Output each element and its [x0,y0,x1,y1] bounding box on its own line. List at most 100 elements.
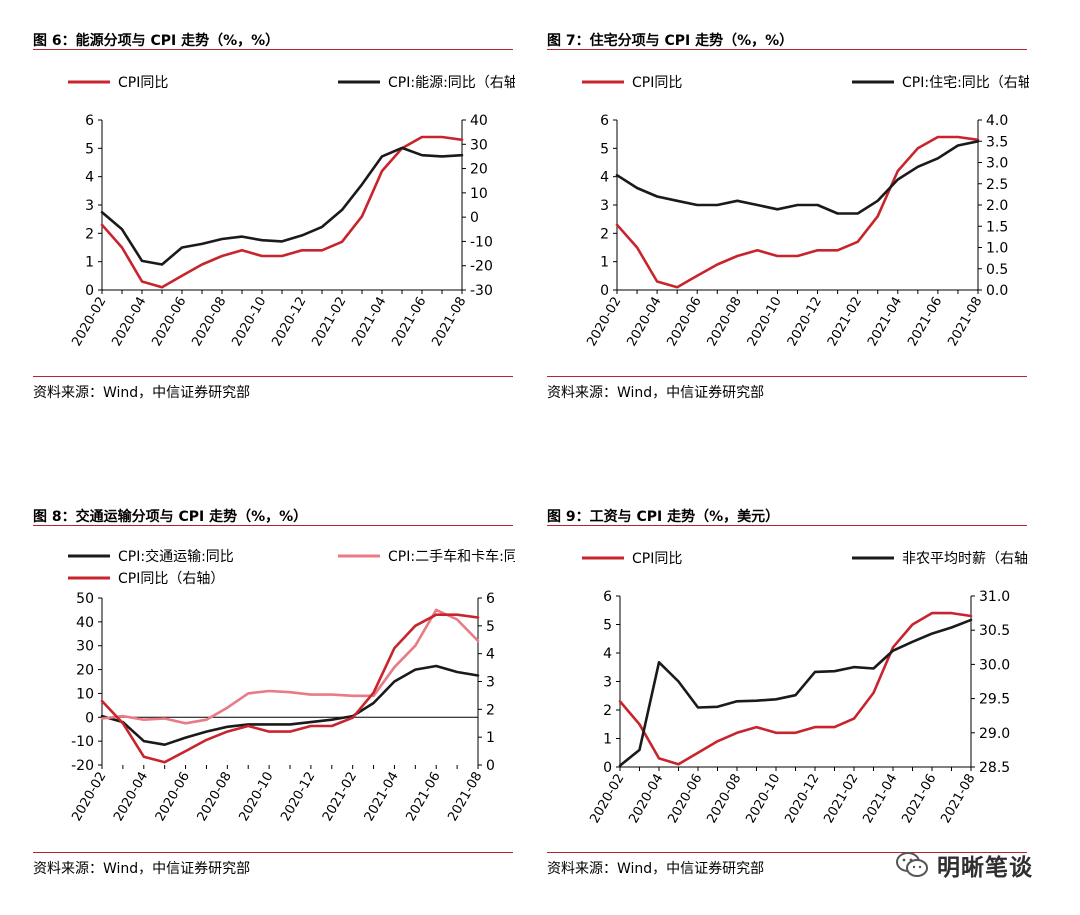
chart-energy: CPI同比 CPI:能源:同比（右轴） 0 1 2 3 4 5 6 -30 -20 -10 0 10 20 3… [68,75,515,350]
source-rule [547,852,1027,853]
y-left-tick-label: 40 [76,615,94,631]
y-right-tick-label: 0 [486,758,495,774]
y-right-tick-label: 1 [486,730,495,746]
source-rule [33,852,513,853]
series-line [100,608,480,725]
series-line [615,135,980,289]
legend-label: CPI:交通运输:同比 [118,548,234,565]
x-tick-label: 2020-06 [665,295,705,350]
title-rule [33,49,513,50]
y-left-tick-label: 4 [603,646,612,662]
x-tick-label: 2020-04 [111,770,151,825]
x-tick-label: 2021-08 [938,772,978,827]
y-left-tick-label: 1 [600,255,609,271]
series-line [618,611,973,766]
x-tick-label: 2020-06 [149,295,189,350]
x-tick-label: 2021-02 [825,295,865,350]
x-tick-label: 2020-06 [153,770,193,825]
y-left-tick-label: 4 [85,170,94,186]
legend-label: CPI同比 [632,75,682,91]
x-tick-label: 2021-06 [899,772,939,827]
y-right-tick-label: 30 [470,137,488,153]
x-tick-label: 2020-04 [624,295,664,350]
y-left-tick-label: 2 [600,226,609,242]
chart-transport: CPI:交通运输:同比 CPI:二手车和卡车:同比 CPI同比（右轴） -20 -10 0… [68,548,515,825]
y-right-tick-label: 0.0 [986,283,1008,299]
y-right-tick-label: 31.0 [979,589,1010,605]
y-right-tick-label: 5 [486,619,495,635]
chart-title: 图 6：能源分项与 CPI 走势（%，%） [33,33,280,49]
y-right-tick-label: 3 [486,675,495,691]
y-right-tick-label: 0 [470,210,479,226]
series-line [618,618,973,767]
y-left-tick-label: 1 [603,732,612,748]
x-tick-label: 2021-02 [309,295,349,350]
y-right-tick-label: -10 [470,234,493,250]
y-left-tick-label: 1 [85,255,94,271]
y-right-tick-label: 6 [486,591,495,607]
legend-label: CPI同比 [118,75,168,91]
x-tick-label: 2020-12 [278,770,318,825]
y-left-tick-label: 4 [600,170,609,186]
watermark-text: 明晰笔谈 [937,855,1033,881]
x-tick-label: 2021-04 [362,770,402,825]
y-right-tick-label: 29.0 [979,726,1010,742]
x-tick-label: 2021-02 [821,772,861,827]
x-tick-label: 2020-10 [745,295,785,350]
legend-label: CPI同比（右轴） [118,571,224,587]
x-tick-label: 2021-06 [389,295,429,350]
x-tick-label: 2021-08 [945,295,985,350]
y-left-tick-label: 0 [85,710,94,726]
x-tick-label: 2020-02 [584,295,624,350]
x-tick-label: 2020-10 [236,770,276,825]
y-right-tick-label: 2.0 [986,198,1008,214]
series-line [100,664,480,746]
x-tick-label: 2021-04 [349,295,389,350]
source-note: 资料来源：Wind，中信证券研究部 [547,861,765,877]
legend-label: CPI:能源:同比（右轴） [388,75,515,91]
y-right-tick-label: 28.5 [979,760,1010,776]
y-left-tick-label: 5 [603,618,612,634]
y-right-tick-label: 30.0 [979,657,1010,673]
title-rule [33,525,513,526]
y-left-tick-label: 6 [603,589,612,605]
y-right-tick-label: 1.5 [986,219,1008,235]
chart-title: 图 8：交通运输分项与 CPI 走势（%，%） [33,509,308,525]
legend-label: 非农平均时薪（右轴） [902,551,1029,567]
x-tick-label: 2020-04 [626,772,666,827]
chart-panel-transport: 图 8：交通运输分项与 CPI 走势（%，%） CPI:交通运输:同比 CPI:二… [33,506,515,877]
y-left-tick-label: 5 [85,141,94,157]
x-tick-label: 2020-12 [782,772,822,827]
source-note: 资料来源：Wind，中信证券研究部 [547,385,765,401]
y-left-tick-label: 3 [600,198,609,214]
y-right-tick-label: 29.5 [979,692,1010,708]
watermark: 明晰笔谈 [895,848,1033,882]
chart-panel-housing: 图 7：住宅分项与 CPI 走势（%，%） CPI同比 CPI:住宅:同比（右轴）… [547,30,1029,401]
x-tick-label: 2020-08 [195,770,235,825]
x-tick-label: 2021-06 [404,770,444,825]
x-tick-label: 2021-06 [905,295,945,350]
y-left-tick-label: 30 [76,639,94,655]
legend-label: CPI:二手车和卡车:同比 [388,548,515,565]
source-note: 资料来源：Wind，中信证券研究部 [33,385,251,401]
y-left-tick-label: 0 [603,760,612,776]
x-tick-label: 2021-02 [320,770,360,825]
y-right-tick-label: 40 [470,113,488,129]
y-right-tick-label: 30.5 [979,623,1010,639]
x-tick-label: 2020-12 [269,295,309,350]
y-left-tick-label: 20 [76,663,94,679]
x-tick-label: 2020-02 [69,770,109,825]
source-note: 资料来源：Wind，中信证券研究部 [33,861,251,877]
y-right-tick-label: 4 [486,647,495,663]
x-tick-label: 2021-04 [865,295,905,350]
y-left-tick-label: 50 [76,591,94,607]
chart-wages: CPI同比 非农平均时薪（右轴） 0 1 2 3 4 5 6 28.5 29.0 29.5 30.0 30… [582,551,1029,827]
x-tick-label: 2021-08 [445,770,485,825]
source-rule [33,376,513,377]
y-left-tick-label: 6 [600,113,609,129]
y-left-tick-label: 0 [600,283,609,299]
x-tick-label: 2021-08 [429,295,469,350]
y-left-tick-label: 5 [600,141,609,157]
y-right-tick-label: 10 [470,186,488,202]
y-left-tick-label: 2 [603,703,612,719]
